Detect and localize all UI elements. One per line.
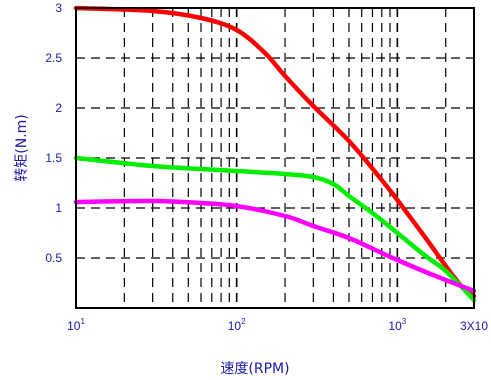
x-tick-label: 3X10	[460, 319, 488, 333]
x-axis-ticks: 101 102 103 3X10	[67, 317, 488, 333]
x-tick-label: 101	[67, 317, 85, 333]
series-line-3	[73, 198, 477, 294]
x-tick-label: 103	[388, 317, 406, 333]
chart-grid	[76, 8, 474, 308]
y-axis-title: 转矩(N.m)	[14, 114, 30, 181]
chart-series	[73, 5, 477, 303]
y-tick-label: 1.5	[45, 151, 62, 165]
y-tick-label: 2.5	[45, 51, 62, 65]
y-tick-label: 2	[55, 101, 62, 115]
y-tick-label: 0.5	[45, 251, 62, 265]
y-tick-label: 1	[55, 201, 62, 215]
series-line-2	[73, 155, 477, 303]
x-tick-label: 102	[228, 317, 246, 333]
x-axis-title: 速度(RPM)	[220, 361, 289, 377]
plot-frame	[75, 7, 475, 309]
series-line-1	[73, 5, 477, 299]
y-tick-label: 3	[55, 1, 62, 15]
y-axis-ticks: 0.5 1 1.5 2 2.5 3	[45, 1, 62, 265]
